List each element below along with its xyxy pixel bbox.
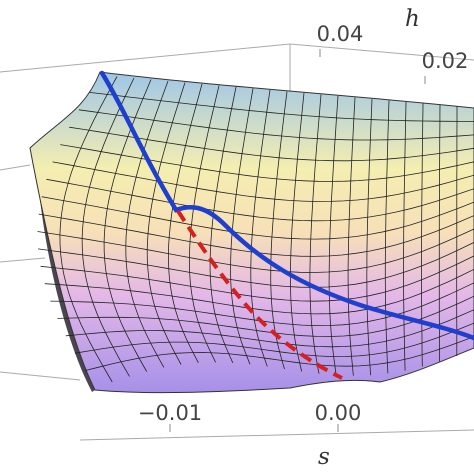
mesh-line [74, 322, 474, 358]
mesh-line [44, 268, 474, 315]
mesh-line [37, 228, 474, 273]
mesh-line [41, 196, 474, 240]
mesh-line [69, 126, 474, 162]
x-tick-label: 0.00 [315, 401, 362, 425]
mesh-line [52, 161, 474, 202]
surface-mesh [37, 76, 474, 383]
mesh-line [50, 282, 474, 327]
y-tick-label: 0.02 [422, 49, 469, 73]
mesh-line [46, 178, 474, 222]
blue-curve [99, 70, 474, 341]
mesh-line [40, 255, 474, 302]
mesh-line [78, 109, 474, 141]
axis-label-h: h [405, 6, 420, 32]
mesh-line [38, 213, 474, 257]
mesh-line [38, 242, 474, 288]
mesh-line [65, 309, 474, 348]
mesh-line [84, 336, 474, 371]
x-tick-label: −0.01 [138, 401, 202, 425]
mesh-line [89, 92, 474, 122]
axis-label-s: s [318, 444, 330, 470]
red-dashed-curve [176, 209, 343, 380]
y-tick-label: 0.04 [317, 22, 364, 46]
mesh-line [60, 144, 474, 182]
